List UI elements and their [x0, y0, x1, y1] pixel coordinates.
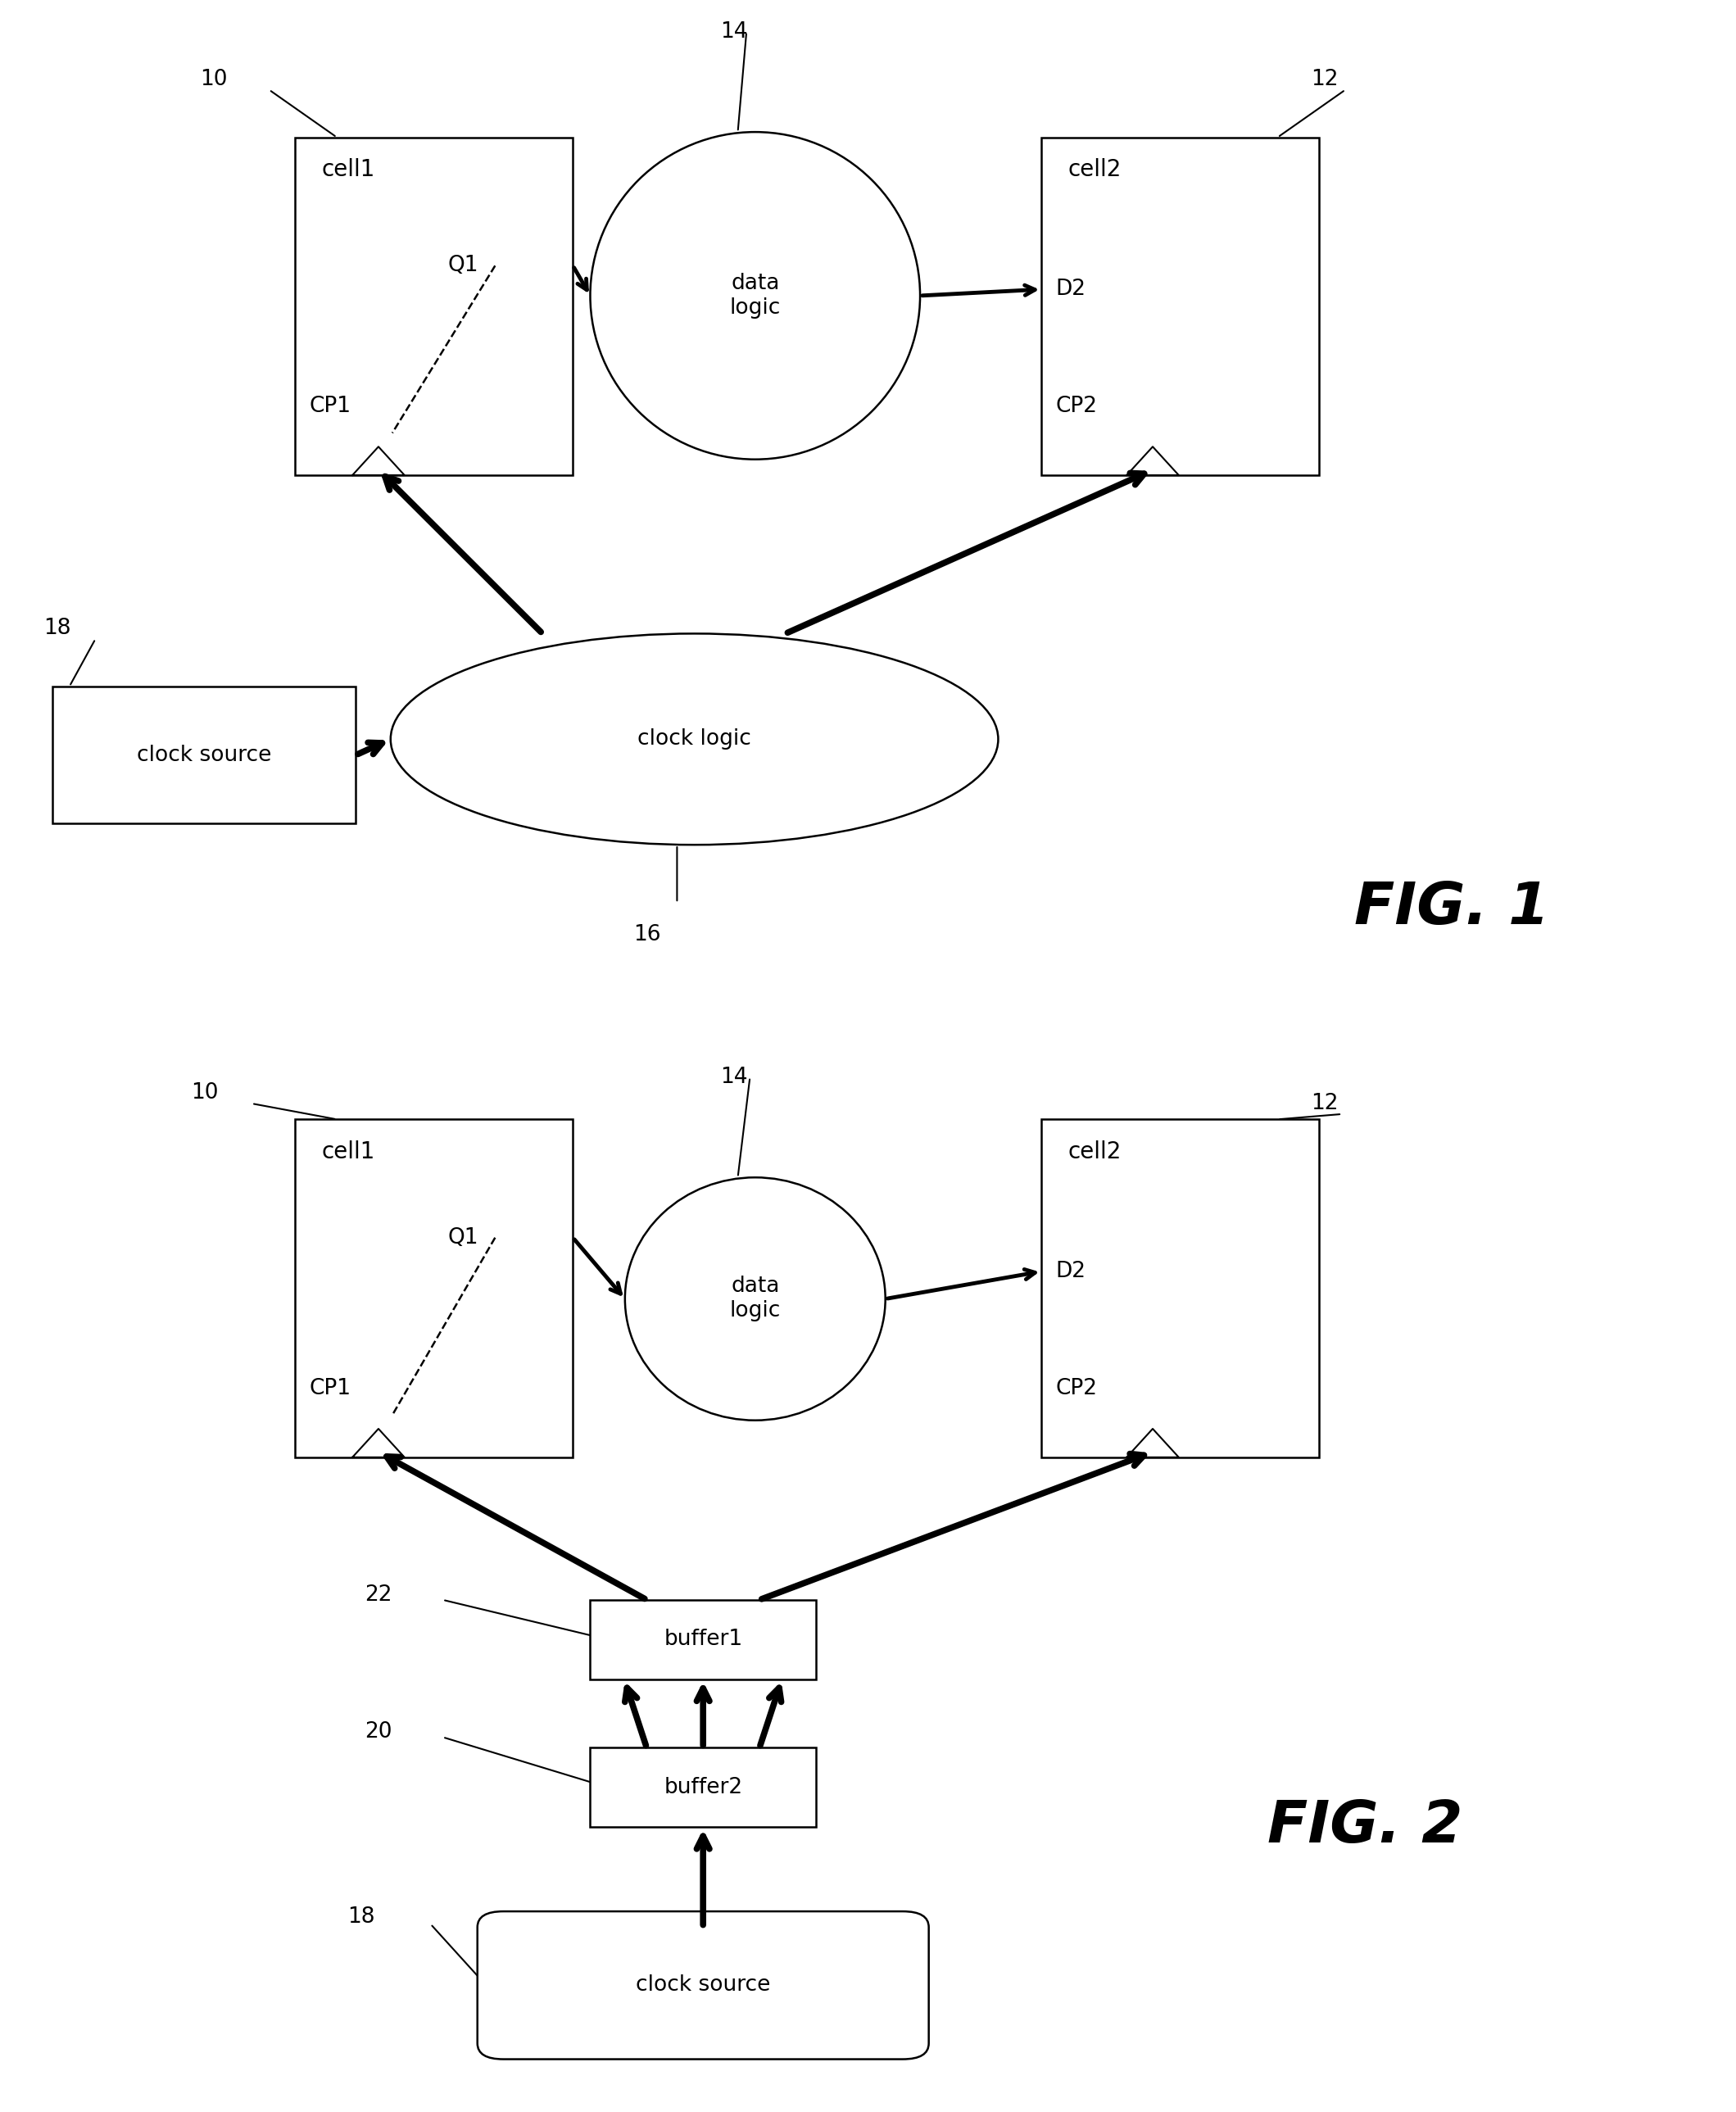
Ellipse shape — [625, 1178, 885, 1421]
Ellipse shape — [590, 131, 920, 460]
Bar — [1042, 1119, 1319, 1457]
Bar — [590, 1749, 816, 1827]
Text: 22: 22 — [365, 1584, 392, 1605]
Text: cell1: cell1 — [321, 1140, 375, 1164]
Text: data
logic: data logic — [729, 272, 781, 319]
Text: 10: 10 — [191, 1083, 219, 1105]
Text: 18: 18 — [347, 1905, 375, 1928]
Text: 12: 12 — [1311, 1094, 1338, 1115]
Text: cell2: cell2 — [1068, 158, 1121, 182]
Bar — [295, 1119, 573, 1457]
Bar — [52, 686, 356, 824]
Text: cell1: cell1 — [321, 158, 375, 182]
FancyBboxPatch shape — [477, 1911, 929, 2059]
Text: Q1: Q1 — [448, 256, 479, 277]
Bar — [590, 1601, 816, 1679]
Text: 20: 20 — [365, 1721, 392, 1742]
Text: D2: D2 — [1055, 1261, 1085, 1282]
Text: cell2: cell2 — [1068, 1140, 1121, 1164]
Bar — [295, 137, 573, 475]
Text: 14: 14 — [720, 21, 748, 42]
Text: FIG. 1: FIG. 1 — [1354, 881, 1549, 936]
Text: 18: 18 — [43, 617, 71, 640]
Text: 10: 10 — [200, 68, 227, 91]
Text: FIG. 2: FIG. 2 — [1267, 1799, 1462, 1854]
Text: data
logic: data logic — [729, 1276, 781, 1322]
Text: 14: 14 — [720, 1067, 748, 1088]
Text: clock source: clock source — [635, 1975, 771, 1996]
Text: CP1: CP1 — [309, 1377, 351, 1398]
Text: 12: 12 — [1311, 68, 1338, 91]
Text: CP2: CP2 — [1055, 395, 1097, 416]
Text: D2: D2 — [1055, 279, 1085, 300]
Text: buffer2: buffer2 — [663, 1776, 743, 1797]
Text: CP2: CP2 — [1055, 1377, 1097, 1398]
Text: clock logic: clock logic — [637, 729, 752, 750]
Text: buffer1: buffer1 — [663, 1628, 743, 1649]
Text: 16: 16 — [634, 925, 661, 946]
Text: clock source: clock source — [137, 743, 271, 767]
Bar — [1042, 137, 1319, 475]
Ellipse shape — [391, 634, 998, 845]
Text: Q1: Q1 — [448, 1227, 479, 1248]
Text: CP1: CP1 — [309, 395, 351, 416]
